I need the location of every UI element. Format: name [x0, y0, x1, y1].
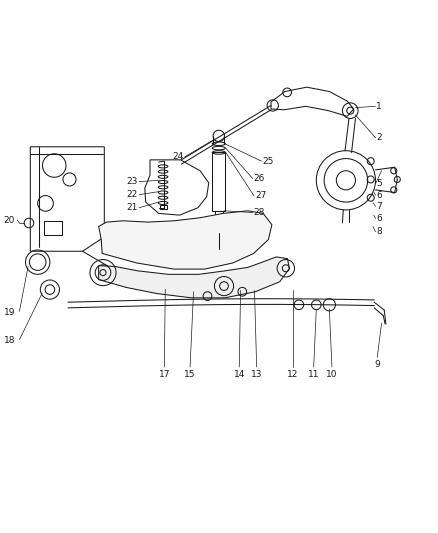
Text: 6: 6 [376, 191, 382, 200]
Text: 13: 13 [251, 370, 262, 378]
Text: 1: 1 [376, 102, 382, 111]
Text: 15: 15 [184, 370, 196, 378]
Text: 10: 10 [326, 370, 338, 378]
Polygon shape [99, 211, 272, 269]
Polygon shape [99, 257, 290, 298]
Text: 2: 2 [376, 133, 382, 142]
Text: 22: 22 [127, 190, 138, 199]
Bar [215, 211, 223, 232]
Text: 24: 24 [173, 152, 184, 161]
Text: 12: 12 [287, 370, 298, 378]
Text: 18: 18 [4, 336, 15, 345]
Text: 17: 17 [159, 370, 170, 378]
Text: 27: 27 [255, 191, 266, 200]
Text: 19: 19 [4, 308, 15, 317]
Text: 5: 5 [376, 179, 382, 188]
Text: 7: 7 [376, 202, 382, 211]
Bar [44, 221, 62, 235]
Bar [159, 205, 166, 208]
Text: 26: 26 [254, 174, 265, 183]
Text: 28: 28 [254, 208, 265, 217]
Text: 6: 6 [376, 214, 382, 223]
Text: 14: 14 [233, 370, 245, 378]
Text: 20: 20 [4, 216, 15, 225]
Bar [212, 152, 225, 211]
Text: 8: 8 [376, 227, 382, 236]
Text: 11: 11 [308, 370, 319, 378]
Text: 9: 9 [374, 360, 380, 369]
Text: 25: 25 [262, 157, 274, 166]
Text: 23: 23 [127, 177, 138, 186]
Text: 21: 21 [127, 203, 138, 212]
